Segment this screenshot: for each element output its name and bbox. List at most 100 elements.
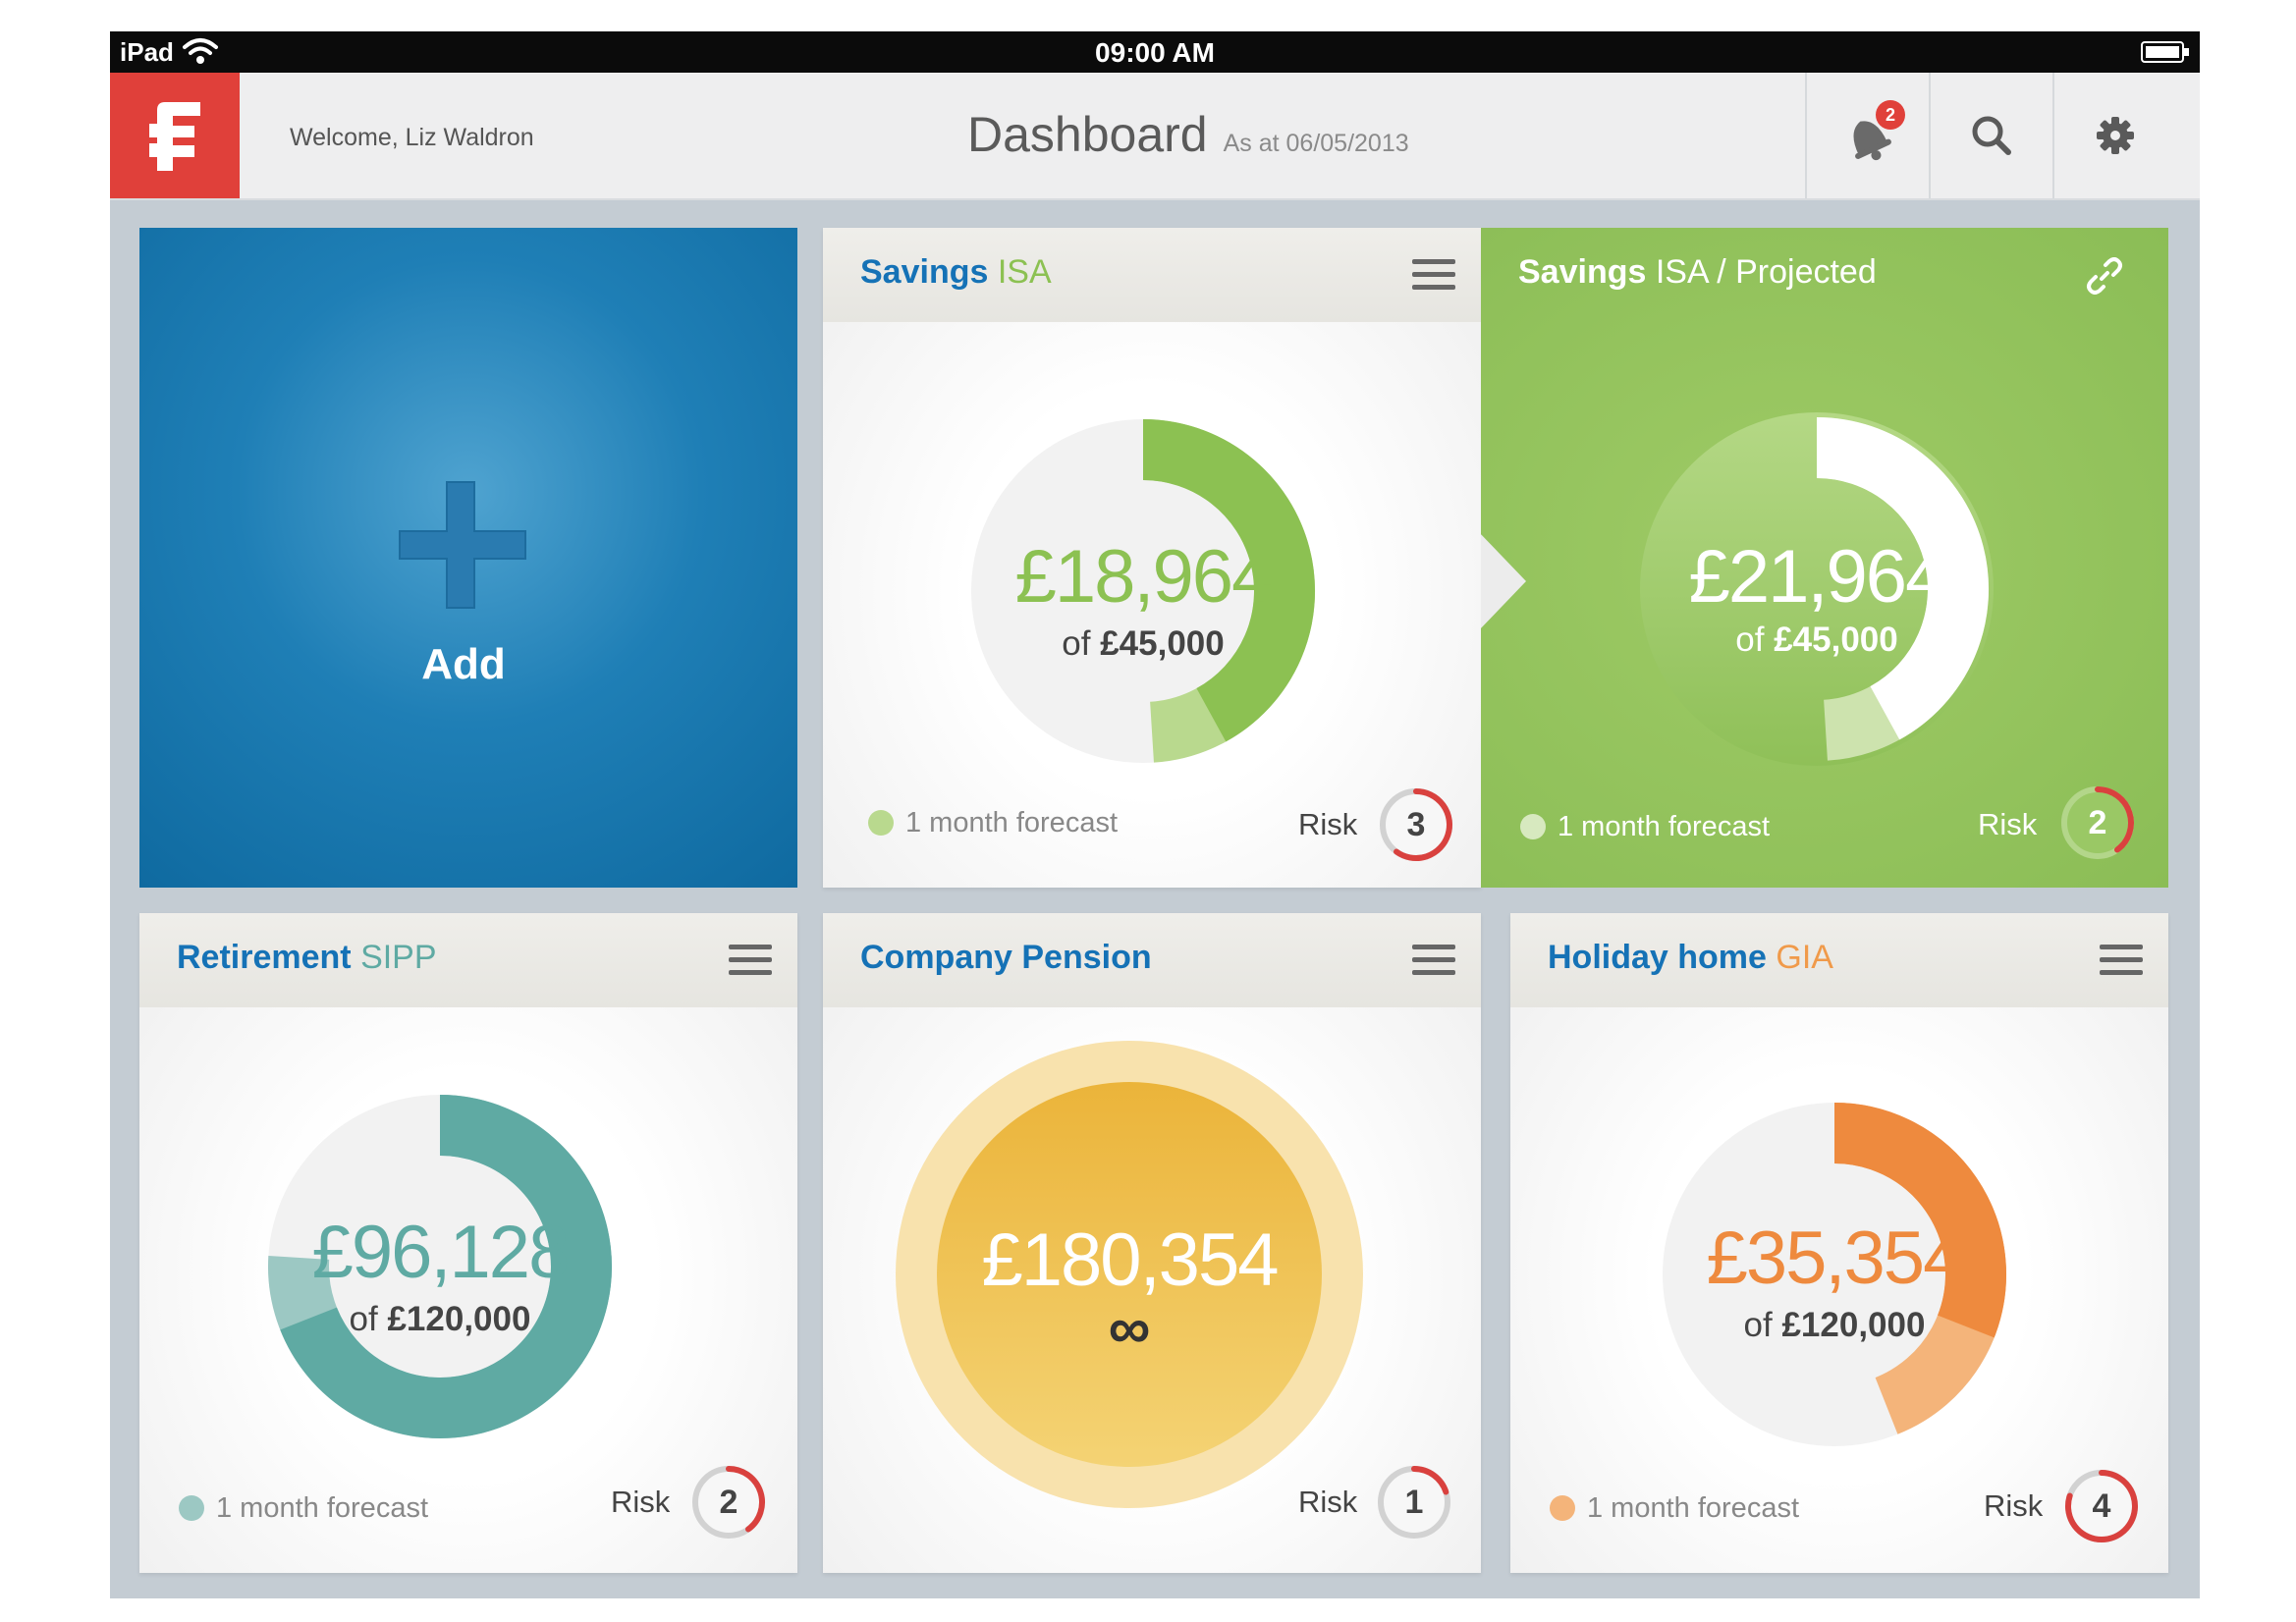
ipad-screen: iPad 09:00 AM Welcome, Liz Wa [110,31,2200,1598]
forecast-dot [179,1495,204,1521]
card-title: Savings ISA [860,253,1052,292]
account-card-company-pension[interactable]: Company Pension £180,354 ∞ Risk 1 [823,913,1481,1573]
forecast-label: 1 month forecast [1587,1492,1799,1524]
account-card-savings-isa-projected[interactable]: Savings ISA / Projected [1481,228,2168,888]
risk-label: Risk [1298,1485,1358,1519]
as-at-date: As at 06/05/2013 [1223,130,1409,157]
add-account-tile[interactable]: Add [139,228,797,888]
status-bar: iPad 09:00 AM [110,31,2200,73]
risk-label: Risk [1298,807,1358,841]
target-value: £120,000 [1781,1306,1926,1344]
of-label: of [1062,624,1091,663]
notifications-button[interactable]: 2 [1805,73,1929,198]
card-title: Savings ISA / Projected [1518,253,1877,292]
welcome-text: Welcome, Liz Waldron [290,124,534,151]
search-button[interactable] [1929,73,2052,198]
projection-arrow [1481,534,1526,628]
search-icon [1972,116,2011,155]
risk-rating-value: 3 [1406,806,1426,843]
target-amount: of £45,000 [927,624,1359,664]
risk-rating-value: 2 [719,1484,738,1521]
card-header: Savings ISA / Projected [1481,228,2168,322]
risk-rating-badge[interactable]: 2 [689,1463,768,1541]
risk-rating-value: 2 [2088,804,2107,841]
of-label: of [1743,1306,1773,1344]
menu-icon[interactable] [729,945,772,976]
app-header: Welcome, Liz Waldron Dashboard As at 06/0… [110,73,2200,200]
card-title-name: Savings [1518,253,1647,291]
risk-rating-value: 1 [1404,1484,1424,1521]
card-header: Company Pension [823,913,1481,1007]
target-value: £120,000 [387,1300,531,1338]
settings-button[interactable] [2052,73,2200,198]
progress-ring [1640,412,1994,766]
forecast-dot [1550,1495,1575,1521]
forecast-legend: 1 month forecast [1520,811,1770,843]
page-title: Dashboard [967,107,1208,162]
card-title-name: Company Pension [860,939,1152,976]
risk-label: Risk [611,1485,671,1519]
menu-icon[interactable] [1412,945,1455,976]
card-title-name: Savings [860,253,989,291]
risk-rating-value: 4 [2092,1487,2111,1525]
of-label: of [1735,621,1765,659]
current-amount: £21,964 [1688,535,1947,619]
card-title-type: ISA / Projected [1655,253,1877,291]
account-card-holiday-home-gia[interactable]: Holiday home GIA £35,354 of £120,000 1 m… [1510,913,2168,1573]
forecast-legend: 1 month forecast [1550,1492,1799,1525]
card-header: Holiday home GIA [1510,913,2168,1007]
risk-rating-badge[interactable]: 2 [2058,784,2137,862]
notification-bell-icon [1853,121,1891,161]
link-icon[interactable] [2086,257,2123,295]
progress-ring [1663,1103,2006,1446]
card-title-type: SIPP [360,939,437,976]
forecast-label: 1 month forecast [1558,811,1770,842]
forecast-dot [868,810,894,836]
account-card-savings-isa[interactable]: Savings ISA £18,964 of £45,000 1 month f… [823,228,1481,888]
card-title: Holiday home GIA [1548,939,1833,977]
risk-rating-badge[interactable]: 4 [2062,1467,2141,1545]
infinity-icon: ∞ [1108,1295,1151,1361]
card-title-name: Retirement [177,939,352,976]
risk-label: Risk [1984,1488,2044,1523]
card-header: Savings ISA [823,228,1481,322]
status-clock: 09:00 AM [1095,37,1215,68]
risk-rating-badge[interactable]: 3 [1377,785,1455,864]
progress-ring [971,419,1316,763]
forecast-label: 1 month forecast [905,807,1118,838]
account-card-retirement-sipp[interactable]: Retirement SIPP £96,128 of £120,000 1 mo… [139,913,797,1573]
menu-icon[interactable] [2100,945,2143,976]
menu-icon[interactable] [1412,259,1455,291]
target-amount: of £120,000 [1618,1306,2050,1345]
current-amount: £35,354 [1706,1216,1965,1300]
battery-icon [2141,41,2190,68]
gear-icon [2097,117,2134,154]
forecast-dot [1520,814,1546,839]
forecast-label: 1 month forecast [216,1492,428,1524]
add-label: Add [421,640,506,688]
notification-count-badge: 2 [1876,100,1905,130]
wifi-icon [181,35,220,72]
card-title: Company Pension [860,939,1152,977]
card-title-type: ISA [997,253,1052,291]
risk-rating-badge[interactable]: 1 [1375,1463,1453,1541]
current-amount: £180,354 [981,1218,1280,1302]
brand-logo[interactable] [110,73,240,198]
card-title-name: Holiday home [1548,939,1767,976]
target-amount: of £120,000 [224,1300,656,1339]
progress-ring [268,1095,612,1438]
progress-ring [896,1041,1363,1508]
page-title-group: Dashboard As at 06/05/2013 [967,106,1409,163]
current-amount: £18,964 [1014,535,1274,619]
card-title: Retirement SIPP [177,939,437,977]
device-name: iPad [120,37,174,67]
f-logo-icon [149,102,200,171]
current-amount: £96,128 [311,1211,571,1294]
plus-icon [399,481,526,609]
target-value: £45,000 [1100,624,1225,663]
card-header: Retirement SIPP [139,913,797,1007]
risk-label: Risk [1978,807,2038,841]
target-value: £45,000 [1774,621,1898,659]
of-label: of [349,1300,378,1338]
card-title-type: GIA [1776,939,1833,976]
